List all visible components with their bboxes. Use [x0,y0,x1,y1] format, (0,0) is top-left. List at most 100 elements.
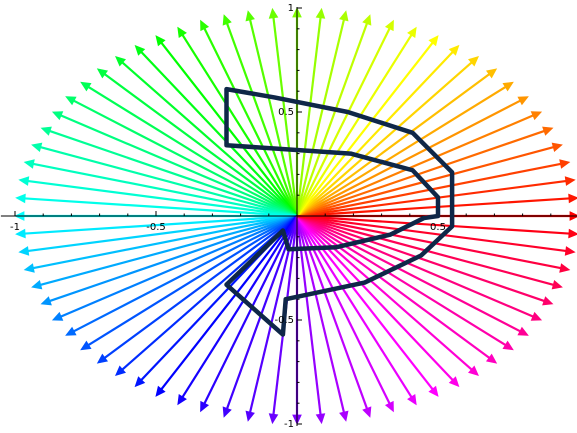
vector-shaft [28,214,298,253]
vector-arrow [295,10,349,217]
vector-shaft [296,215,434,390]
vector-head [468,365,479,376]
vector-head [339,10,349,22]
y-tick-label: -1 [284,419,294,430]
vector-head [564,176,576,186]
vector-arrow [296,215,529,336]
vector-shaft [296,215,506,346]
vector-head [245,410,255,422]
vector-shaft [296,214,545,303]
vector-arrow [177,215,298,406]
vector-head [18,246,30,256]
vector-head [551,280,563,290]
vector-head [155,385,166,397]
vector-arrow [15,193,298,218]
vector-arrow [295,14,372,217]
vector-arrow [296,111,543,218]
vector-shaft [296,42,434,217]
vector-shaft [296,73,490,217]
vector-shaft [272,17,299,217]
vector-arrow [296,214,576,256]
vector-arrow [115,56,298,217]
vector-arrow [96,215,298,364]
vector-arrow [23,214,298,273]
vector-arrow [296,193,577,218]
vector-arrow [222,14,299,217]
vector-arrow [296,26,417,217]
vector-shaft [296,214,566,253]
vector-head [530,311,543,321]
vector-shaft [73,99,298,217]
vector-shaft [33,214,298,270]
vector-shaft [296,215,521,333]
vector-head [80,81,92,92]
vector-shaft [295,19,345,217]
vector-arrow [18,214,298,256]
y-tick-label: 0.5 [278,107,294,118]
vector-shaft [160,215,298,390]
vector-arrow [23,159,298,218]
vector-shaft [33,162,298,218]
vector-arrow [96,68,298,217]
vector-arrow [31,214,298,290]
vector-head [96,353,109,364]
vector-shaft [181,215,298,398]
vector-head [23,263,35,273]
x-tick-label: -0.5 [146,222,166,233]
vector-head [362,14,372,26]
vector-arrow [31,142,298,218]
vector-shaft [160,42,298,217]
vector-head [222,406,232,418]
vector-arrow [177,26,298,217]
vector-arrow [200,215,298,413]
vector-arrow [245,10,299,217]
vector-shaft [40,214,298,286]
vector-shaft [60,114,298,218]
vector-arrow [296,35,439,217]
vector-head [155,35,166,47]
vector-arrow [155,215,298,397]
vector-arrow [51,111,298,218]
vector-shaft [40,146,298,218]
vector-arrow [296,214,554,306]
vector-arrow [80,81,298,217]
vector-head [568,193,577,204]
vector-head [517,326,529,336]
vector-shaft [296,114,534,218]
vector-arrow [268,7,299,217]
vector-arrow [65,215,298,336]
vector-head [245,10,255,22]
vector-head [362,406,372,418]
vector-arrow [40,126,298,218]
vector-shaft [203,215,298,404]
vector-head [551,142,563,152]
vector-head [384,19,394,32]
outline-shape [224,86,455,337]
vector-arrow [296,214,571,273]
vector-shaft [104,73,298,217]
vector-arrow [296,214,577,239]
vector-arrow [115,215,298,376]
vector-head [80,340,92,351]
vector-head [568,228,577,239]
vector-arrow [15,214,298,239]
vector-shaft [140,51,298,217]
vector-arrow [296,176,576,218]
vector-shaft [88,215,298,346]
vector-shaft [296,214,570,235]
vector-head [468,56,479,67]
vector-shaft [203,28,298,217]
vector-head [564,246,576,256]
vector-shaft [121,215,298,371]
vector-shaft [104,215,298,359]
vector-arrow [296,44,460,217]
vector-shaft [73,215,298,333]
vector-head [315,7,326,19]
vector-arrow [296,215,514,351]
vector-shaft [296,214,534,318]
vector-head [15,193,26,204]
vector-shaft [296,179,566,218]
vector-head [134,376,146,388]
vector-arrow [296,215,498,364]
